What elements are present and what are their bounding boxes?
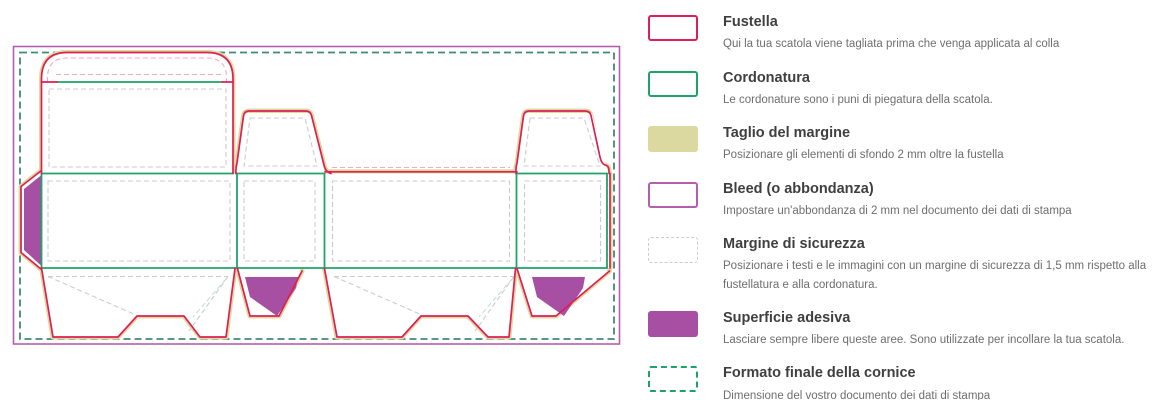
legend-title: Taglio del margine (723, 125, 851, 142)
glue-flap-area (24, 175, 42, 266)
legend-item-bleed: Bleed (o abbondanza) Impostare un'abbond… (648, 180, 1148, 221)
legend-title: Formato finale della cornice (723, 365, 916, 382)
legend-title: Margine di sicurezza (723, 236, 865, 253)
legend-description: Le cordonature sono i puni di piegatura … (723, 93, 993, 106)
legend-title: Fustella (723, 14, 778, 30)
taglio-swatch-icon (648, 126, 698, 153)
bleed-border (12, 45, 621, 345)
legend-description: Impostare un'abbondanza di 2 mm nel docu… (723, 204, 1072, 217)
legend-description: Qui la tua scatola viene tagliata prima … (723, 38, 1060, 51)
legend-title: Superficie adesiva (723, 309, 851, 326)
adesiva-swatch-icon (648, 310, 698, 337)
legend-description: Posizionare gli elementi di sfondo 2 mm … (723, 149, 1004, 162)
cordonatura-swatch-icon (648, 70, 698, 97)
bleed-swatch-icon (648, 181, 698, 208)
glue-triangle-left (245, 277, 298, 316)
glue-triangle-right (532, 277, 585, 316)
legend-item-fustella: Fustella Qui la tua scatola viene taglia… (648, 13, 1148, 54)
legend-item-cordonatura: Cordonatura Le cordonature sono i puni d… (648, 69, 1148, 110)
adhesive-areas (24, 175, 585, 316)
fustella-swatch-icon (648, 15, 698, 41)
legend-item-taglio: Taglio del margine Posizionare gli eleme… (648, 124, 1148, 165)
cornice-swatch-icon (648, 366, 698, 393)
legend-title: Cordonatura (723, 69, 810, 86)
legend-item-cornice: Formato finale della cornice Dimensione … (648, 364, 1148, 400)
legend-description: Lasciare sempre libere queste aree. Sono… (723, 334, 1125, 347)
cut-lines (20, 51, 611, 338)
sicurezza-swatch-icon (648, 237, 698, 264)
legend-title: Bleed (o abbondanza) (723, 180, 874, 197)
legend-description: Dimensione del vostro documento dei dati… (723, 389, 991, 400)
legend: Fustella Qui la tua scatola viene taglia… (648, 13, 1148, 400)
safety-margins (46, 57, 602, 332)
dieline-diagram (12, 45, 621, 345)
legend-item-adesiva: Superficie adesiva Lasciare sempre liber… (648, 309, 1148, 350)
legend-item-sicurezza: Margine di sicurezza Posizionare i testi… (648, 235, 1148, 294)
dieline-svg (12, 45, 621, 345)
legend-description: Posizionare i testi e le immagini con un… (723, 260, 1147, 291)
